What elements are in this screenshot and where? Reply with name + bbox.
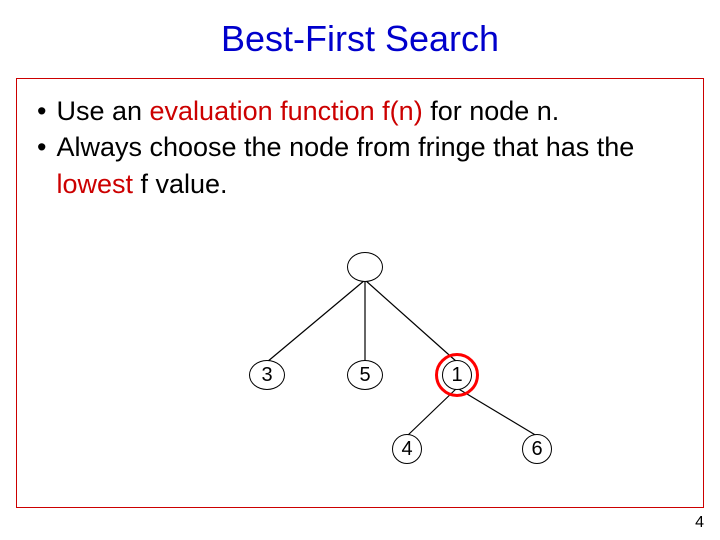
page-title: Best-First Search: [0, 0, 720, 70]
bullet-dot-icon: •: [35, 129, 46, 165]
bullet-text-pre: Use an: [56, 96, 149, 126]
bullet-dot-icon: •: [35, 93, 46, 129]
tree-node-n1: 1: [442, 360, 472, 390]
tree-edge: [457, 388, 537, 436]
bullet-text: Use an evaluation function f(n) for node…: [56, 93, 559, 129]
tree-node-n6: 6: [522, 434, 552, 464]
slide-number: 4: [695, 514, 704, 532]
tree-node-n4: 4: [392, 434, 422, 464]
bullet-text-post: for node n.: [423, 96, 560, 126]
bullet-text-pre: Always choose the node from fringe that …: [56, 132, 634, 162]
content-frame: • Use an evaluation function f(n) for no…: [16, 78, 704, 508]
highlight-ring: [435, 353, 479, 397]
bullet-text-highlight: lowest: [56, 169, 133, 199]
tree-edge: [407, 388, 457, 436]
tree-node-n5: 5: [347, 360, 383, 390]
tree-edge: [365, 280, 457, 362]
tree-node-root: [347, 252, 383, 282]
bullet-text-post: f value.: [133, 169, 228, 199]
bullet-item: • Use an evaluation function f(n) for no…: [35, 93, 685, 129]
bullet-text: Always choose the node from fringe that …: [56, 129, 685, 202]
tree-node-n3: 3: [249, 360, 285, 390]
bullet-list: • Use an evaluation function f(n) for no…: [35, 93, 685, 202]
bullet-text-highlight: evaluation function f(n): [150, 96, 423, 126]
tree-edge: [267, 280, 365, 362]
bullet-item: • Always choose the node from fringe tha…: [35, 129, 685, 202]
